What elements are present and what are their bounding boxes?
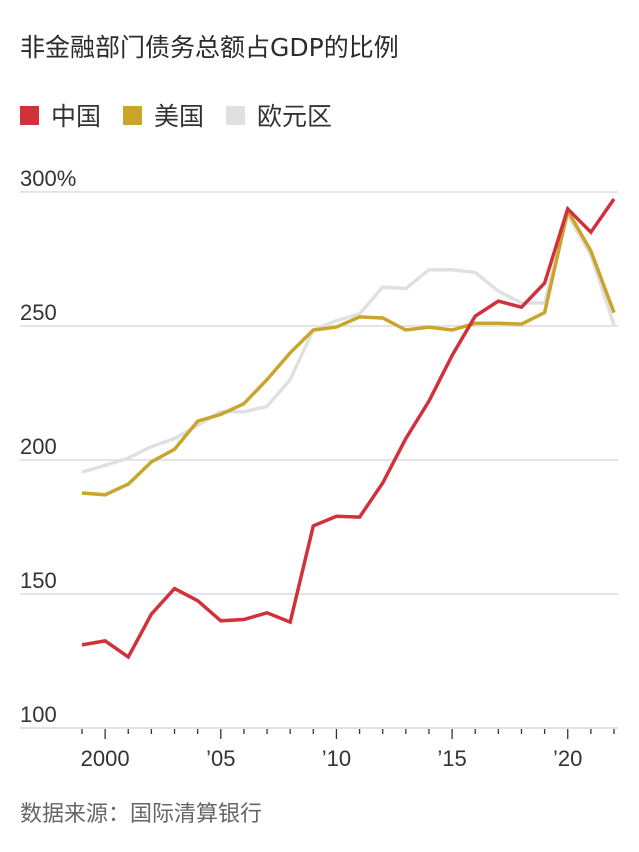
legend: 中国 美国 欧元区 [20,97,332,133]
legend-swatch-us [123,105,143,125]
series-line-china [81,198,616,660]
y-tick-label: 300% [20,166,76,191]
x-tick-label: ’10 [322,746,351,771]
x-tick-label: ’20 [553,746,582,771]
series-line-us [81,206,616,497]
y-tick-label: 250 [20,300,57,325]
legend-label-us: 美国 [154,102,205,131]
x-tick-label: ’05 [206,746,235,771]
x-tick-label: ’15 [437,746,466,771]
y-tick-label: 100 [20,702,57,727]
y-tick-label: 200 [20,434,57,459]
chart-title: 非金融部门债务总额占GDP的比例 [20,33,399,62]
legend-label-eurozone: 欧元区 [257,102,333,131]
series-line-eurozone [81,210,616,474]
legend-label-china: 中国 [51,102,102,131]
legend-swatch-eurozone [226,105,246,125]
legend-item-china: 中国 [20,97,101,133]
y-tick-label: 150 [20,568,57,593]
legend-item-eurozone: 欧元区 [226,97,332,133]
source-note: 数据来源：国际清算银行 [20,802,263,827]
legend-item-us: 美国 [123,97,204,133]
x-tick-label: 2000 [81,746,130,771]
legend-swatch-china [20,105,39,125]
